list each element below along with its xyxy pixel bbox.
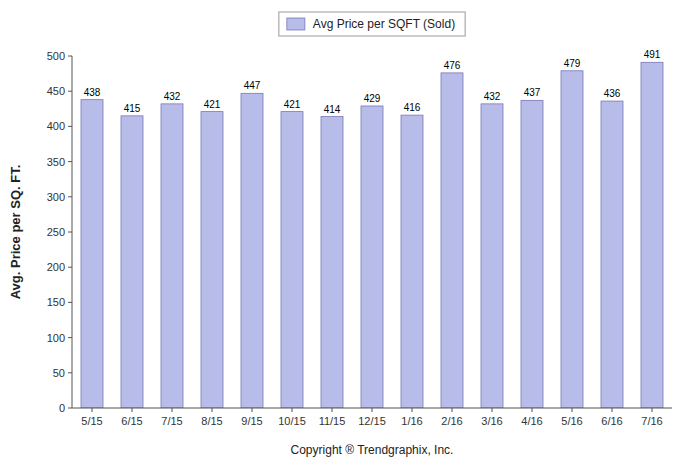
legend: Avg Price per SQFT (Sold) <box>279 12 465 36</box>
y-tick <box>68 126 72 127</box>
x-tick-label: 10/15 <box>278 415 306 427</box>
y-tick <box>68 408 72 409</box>
data-labels: 438 415 432 421 447 421 414 429 416 476 432 437 479 4… <box>84 49 661 114</box>
x-tick-label: 3/16 <box>481 415 502 427</box>
bar <box>561 71 583 408</box>
y-tick <box>68 267 72 268</box>
x-axis-label: Copyright ® Trendgraphix, Inc. <box>291 443 454 457</box>
bar <box>201 112 223 408</box>
y-tick-label: 50 <box>53 367 65 379</box>
legend-swatch <box>287 18 305 30</box>
bar <box>281 112 303 408</box>
y-tick <box>68 56 72 57</box>
data-label: 429 <box>364 93 381 104</box>
y-tick-label: 500 <box>47 50 65 62</box>
y-tick-label: 400 <box>47 120 65 132</box>
data-label: 416 <box>404 102 421 113</box>
y-tick-label: 200 <box>47 261 65 273</box>
data-label: 432 <box>164 91 181 102</box>
y-tick-label: 0 <box>59 402 65 414</box>
axes: 0 50 100 150 200 250 300 350 400 450 500 5/15 6/15 7/… <box>47 50 672 427</box>
x-tick-label: 11/15 <box>319 415 346 427</box>
x-tick <box>372 408 373 412</box>
x-tick-label: 4/16 <box>521 415 542 427</box>
x-tick <box>532 408 533 412</box>
legend-label: Avg Price per SQFT (Sold) <box>313 17 455 31</box>
x-tick <box>252 408 253 412</box>
data-label: 432 <box>484 91 501 102</box>
data-label: 447 <box>244 80 261 91</box>
y-tick <box>68 372 72 373</box>
x-tick-label: 8/15 <box>201 415 222 427</box>
bar <box>641 62 663 408</box>
y-tick <box>68 232 72 233</box>
data-label: 436 <box>604 88 621 99</box>
bar <box>441 73 463 408</box>
data-label: 414 <box>324 104 341 115</box>
y-tick <box>68 337 72 338</box>
y-tick <box>68 302 72 303</box>
x-tick-label: 6/15 <box>121 415 142 427</box>
y-tick <box>68 161 72 162</box>
data-label: 415 <box>124 103 141 114</box>
x-tick <box>292 408 293 412</box>
data-label: 437 <box>524 87 541 98</box>
bar <box>361 106 383 408</box>
y-tick-label: 300 <box>47 191 65 203</box>
y-tick-label: 250 <box>47 226 65 238</box>
x-tick <box>452 408 453 412</box>
x-tick-label: 7/15 <box>161 415 182 427</box>
y-tick-label: 100 <box>47 332 65 344</box>
x-tick <box>412 408 413 412</box>
chart-container: 438 415 432 421 447 421 414 429 416 476 432 437 479 4… <box>0 0 688 470</box>
data-label: 438 <box>84 87 101 98</box>
x-tick <box>332 408 333 412</box>
x-tick <box>492 408 493 412</box>
y-tick-label: 350 <box>47 156 65 168</box>
x-tick <box>572 408 573 412</box>
legend-frame <box>279 12 465 36</box>
bar <box>481 104 503 408</box>
data-label: 421 <box>204 99 221 110</box>
x-tick <box>652 408 653 412</box>
y-axis-label: Avg. Price per SQ. FT. <box>8 165 23 300</box>
bar <box>321 117 343 408</box>
x-tick-label: 1/16 <box>401 415 422 427</box>
x-tick <box>612 408 613 412</box>
x-tick <box>212 408 213 412</box>
x-tick-label: 2/16 <box>441 415 462 427</box>
bars <box>81 62 663 408</box>
bar <box>601 101 623 408</box>
x-tick <box>92 408 93 412</box>
bar <box>521 100 543 408</box>
y-tick <box>68 91 72 92</box>
y-tick <box>68 196 72 197</box>
bar <box>401 115 423 408</box>
x-tick-label: 5/15 <box>81 415 102 427</box>
y-tick-label: 450 <box>47 85 65 97</box>
data-label: 479 <box>564 58 581 69</box>
x-tick-label: 9/15 <box>241 415 262 427</box>
chart-svg: 438 415 432 421 447 421 414 429 416 476 432 437 479 4… <box>0 0 688 470</box>
data-label: 476 <box>444 60 461 71</box>
bar <box>161 104 183 408</box>
bar <box>121 116 143 408</box>
x-tick <box>172 408 173 412</box>
data-label: 421 <box>284 99 301 110</box>
y-tick-label: 150 <box>47 296 65 308</box>
data-label: 491 <box>644 49 661 60</box>
bar <box>241 93 263 408</box>
x-tick-label: 5/16 <box>561 415 582 427</box>
x-tick-label: 6/16 <box>601 415 622 427</box>
x-tick <box>132 408 133 412</box>
x-tick-label: 7/16 <box>641 415 662 427</box>
bar <box>81 100 103 408</box>
x-tick-label: 12/15 <box>358 415 386 427</box>
